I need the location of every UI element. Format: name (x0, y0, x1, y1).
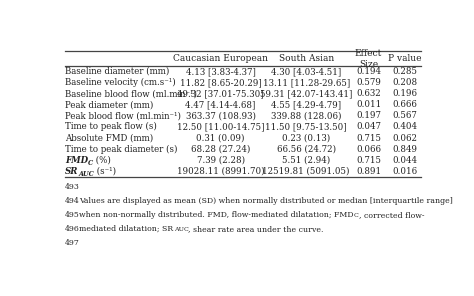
Text: Effect
Size: Effect Size (355, 49, 382, 69)
Text: Time to peak diameter (s): Time to peak diameter (s) (65, 144, 177, 154)
Text: 496: 496 (65, 225, 80, 233)
Text: 0.579: 0.579 (356, 78, 381, 87)
Text: Baseline velocity (cm.s⁻¹): Baseline velocity (cm.s⁻¹) (65, 78, 175, 87)
Text: AUC: AUC (78, 170, 94, 178)
Text: 0.066: 0.066 (356, 144, 381, 154)
Text: Peak blood flow (ml.min⁻¹): Peak blood flow (ml.min⁻¹) (65, 111, 181, 120)
Text: 0.632: 0.632 (356, 89, 381, 98)
Text: (%): (%) (93, 156, 111, 165)
Text: South Asian: South Asian (279, 54, 334, 63)
Text: 495: 495 (65, 211, 80, 219)
Text: mediated dilatation; SR: mediated dilatation; SR (80, 225, 173, 233)
Text: 49.32 [37.01-75.30]: 49.32 [37.01-75.30] (177, 89, 264, 98)
Text: 0.011: 0.011 (356, 100, 381, 109)
Text: C: C (354, 213, 359, 218)
Text: 0.062: 0.062 (392, 133, 418, 142)
Text: 12519.81 (5091.05): 12519.81 (5091.05) (263, 167, 350, 176)
Text: 4.55 [4.29-4.79]: 4.55 [4.29-4.79] (271, 100, 341, 109)
Text: 0.404: 0.404 (392, 123, 418, 131)
Text: 0.849: 0.849 (392, 144, 418, 154)
Text: SR: SR (65, 167, 78, 176)
Text: , shear rate area under the curve.: , shear rate area under the curve. (189, 225, 324, 233)
Text: 11.82 [8.65-20.29]: 11.82 [8.65-20.29] (180, 78, 262, 87)
Text: Baseline diameter (mm): Baseline diameter (mm) (65, 67, 169, 76)
Text: 19028.11 (8991.70): 19028.11 (8991.70) (177, 167, 264, 176)
Text: 0.285: 0.285 (392, 67, 418, 76)
Text: 0.208: 0.208 (392, 78, 418, 87)
Text: 0.194: 0.194 (356, 67, 381, 76)
Text: 4.13 [3.83-4.37]: 4.13 [3.83-4.37] (186, 67, 255, 76)
Text: 13.11 [11.28-29.65]: 13.11 [11.28-29.65] (263, 78, 350, 87)
Text: Time to peak flow (s): Time to peak flow (s) (65, 122, 156, 131)
Text: 59.31 [42.07-143.41]: 59.31 [42.07-143.41] (260, 89, 352, 98)
Text: 493: 493 (65, 183, 80, 191)
Text: 497: 497 (65, 239, 80, 247)
Text: 0.31 (0.09): 0.31 (0.09) (196, 133, 245, 142)
Text: , corrected flow-: , corrected flow- (359, 211, 424, 219)
Text: 4.47 [4.14-4.68]: 4.47 [4.14-4.68] (185, 100, 256, 109)
Text: Caucasian European: Caucasian European (173, 54, 268, 63)
Text: 0.197: 0.197 (356, 111, 381, 120)
Text: FMD: FMD (65, 156, 88, 165)
Text: 12.50 [11.00-14.75]: 12.50 [11.00-14.75] (177, 123, 264, 131)
Text: when non-normally distributed. FMD, flow-mediated dilatation; FMD: when non-normally distributed. FMD, flow… (80, 211, 354, 219)
Text: Baseline blood flow (ml.min⁻¹): Baseline blood flow (ml.min⁻¹) (65, 89, 197, 98)
Text: (s⁻¹): (s⁻¹) (94, 167, 116, 176)
Text: P value: P value (388, 54, 422, 63)
Text: Absolute FMD (mm): Absolute FMD (mm) (65, 133, 153, 142)
Text: Peak diameter (mm): Peak diameter (mm) (65, 100, 153, 109)
Text: 0.666: 0.666 (392, 100, 418, 109)
Text: 11.50 [9.75-13.50]: 11.50 [9.75-13.50] (265, 123, 347, 131)
Text: C: C (88, 159, 93, 167)
Text: Values are displayed as mean (SD) when normally distributed or median [interquar: Values are displayed as mean (SD) when n… (80, 197, 453, 205)
Text: 0.016: 0.016 (392, 167, 418, 176)
Text: 0.047: 0.047 (356, 123, 381, 131)
Text: 0.044: 0.044 (392, 156, 418, 165)
Text: 0.715: 0.715 (356, 156, 381, 165)
Text: 0.891: 0.891 (356, 167, 381, 176)
Text: 7.39 (2.28): 7.39 (2.28) (197, 156, 245, 165)
Text: 363.37 (108.93): 363.37 (108.93) (186, 111, 255, 120)
Text: 66.56 (24.72): 66.56 (24.72) (277, 144, 336, 154)
Text: 339.88 (128.06): 339.88 (128.06) (271, 111, 341, 120)
Text: 494: 494 (65, 197, 80, 205)
Text: 0.196: 0.196 (392, 89, 418, 98)
Text: 68.28 (27.24): 68.28 (27.24) (191, 144, 250, 154)
Text: 0.23 (0.13): 0.23 (0.13) (282, 133, 330, 142)
Text: AUC: AUC (173, 227, 189, 232)
Text: 5.51 (2.94): 5.51 (2.94) (282, 156, 330, 165)
Text: 0.715: 0.715 (356, 133, 381, 142)
Text: 0.567: 0.567 (392, 111, 418, 120)
Text: 4.30 [4.03-4.51]: 4.30 [4.03-4.51] (271, 67, 341, 76)
